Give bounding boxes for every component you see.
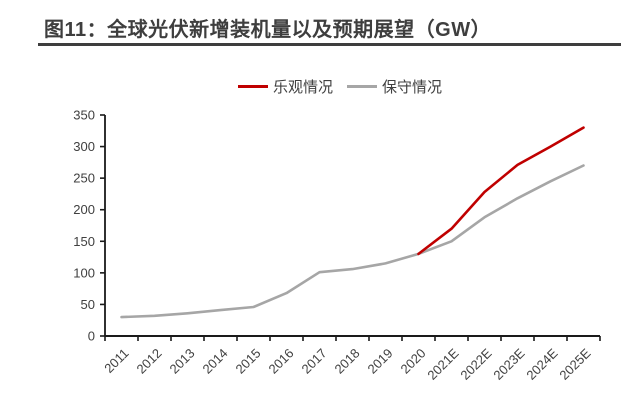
x-tick-label: 2023E [490,345,527,382]
legend-label: 保守情况 [382,79,443,96]
y-tick-label: 250 [73,171,95,186]
x-tick-label: 2025E [556,345,593,382]
legend-line-swatch [238,85,268,88]
x-tick-label: 2019 [365,346,396,377]
y-tick-label: 150 [73,234,95,249]
chart-legend: 乐观情况 保守情况 [238,76,442,97]
x-tick-label: 2021E [424,345,461,382]
x-tick-label: 2022E [457,345,494,382]
y-tick-label: 350 [73,108,95,123]
legend-item-conservative[interactable]: 保守情况 [347,76,442,97]
x-tick-label: 2024E [523,345,560,382]
x-tick-label: 2012 [134,346,165,377]
x-tick-label: 2014 [200,346,231,377]
legend-label: 乐观情况 [273,79,334,96]
y-tick-label: 300 [73,139,95,154]
series-line-optimistic [417,126,585,256]
x-tick-label: 2017 [299,346,330,377]
y-tick-label: 50 [81,297,95,312]
title-underline [38,43,621,46]
x-tick-label: 2016 [266,346,297,377]
figure-title: 图11：全球光伏新增装机量以及预期展望（GW） [44,19,492,41]
y-tick-label: 0 [88,329,95,344]
x-tick-label: 2015 [233,346,264,377]
y-tick-label: 100 [73,265,95,280]
legend-line-swatch [347,85,378,88]
y-tick-label: 200 [73,202,95,217]
legend-item-optimistic[interactable]: 乐观情况 [238,76,333,97]
x-tick-label: 2018 [332,346,363,377]
x-tick-label: 2013 [167,346,198,377]
series-line-conservative [120,164,585,319]
x-tick-label: 2011 [101,346,131,376]
